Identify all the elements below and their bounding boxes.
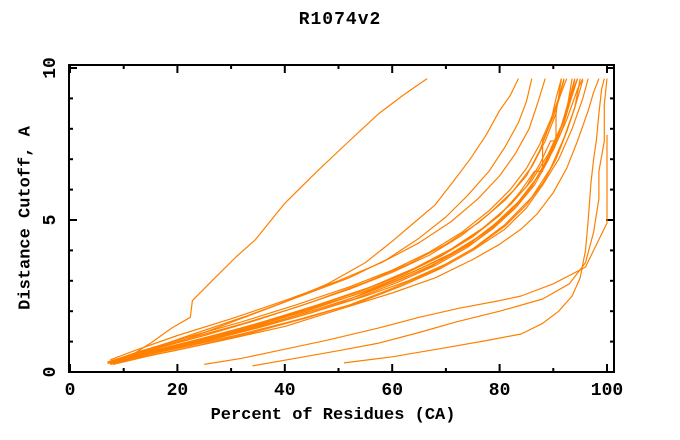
y-tick-label: 10 [41, 57, 61, 79]
series-line [110, 78, 600, 365]
plot-frame [68, 64, 615, 373]
y-tick-label: 5 [41, 215, 61, 226]
y-axis-label: Distance Cutoff, A [16, 126, 36, 310]
series-line [110, 78, 533, 363]
series-line [107, 78, 584, 365]
series-line [110, 78, 579, 365]
series-line [110, 78, 428, 364]
series-line [110, 78, 581, 365]
series-line [112, 78, 562, 362]
series-line [110, 78, 565, 364]
x-tick-label: 20 [167, 381, 189, 401]
series-line [252, 78, 608, 367]
series-line [110, 80, 565, 362]
chart-title: R1074v2 [298, 10, 382, 30]
series-line [107, 80, 576, 364]
series-line [110, 78, 579, 364]
series-line [110, 78, 546, 361]
x-tick-label: 100 [591, 381, 623, 401]
x-tick-label: 80 [489, 381, 511, 401]
series-line [112, 78, 573, 364]
x-tick-label: 0 [65, 381, 76, 401]
series-line [343, 78, 605, 364]
series-line [112, 78, 589, 365]
x-tick-label: 60 [381, 381, 403, 401]
x-axis-label: Percent of Residues (CA) [210, 406, 456, 425]
x-tick-label: 40 [274, 381, 296, 401]
series-line [110, 78, 576, 364]
series-line [204, 134, 608, 365]
series-line [110, 78, 519, 364]
y-tick-label: 0 [41, 367, 61, 378]
